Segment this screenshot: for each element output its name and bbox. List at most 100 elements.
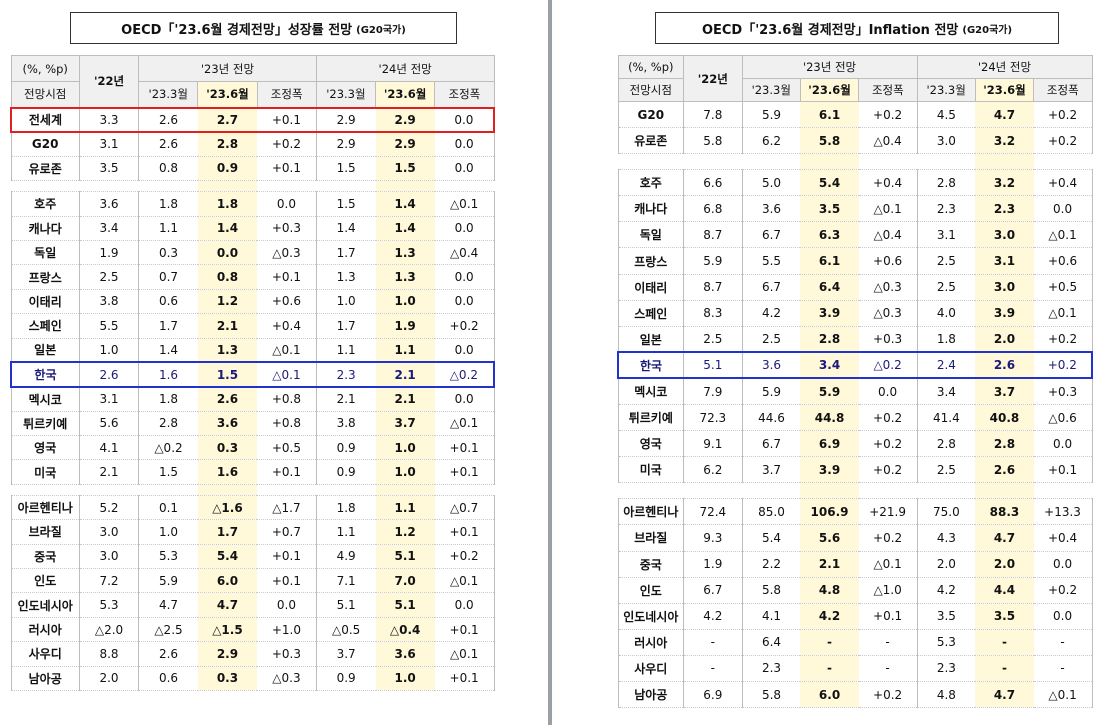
value-cell: 0.0 [257, 592, 317, 618]
value-cell: 2.5 [79, 264, 140, 290]
value-cell: +0.1 [257, 459, 317, 485]
table-row: G20 3.1 2.6 2.8 +0.2 2.9 2.9 0.0 [10, 131, 495, 157]
value-cell: 2.9 [316, 131, 376, 157]
country-name: 멕시코 [617, 377, 685, 406]
table-row: 프랑스 2.5 0.7 0.8 +0.1 1.3 1.3 0.0 [10, 264, 495, 290]
value-cell: △0.2 [434, 361, 496, 388]
value-cell: 2.8 [197, 131, 258, 157]
value-cell: 6.9 [800, 430, 859, 458]
value-cell: 2.1 [316, 386, 376, 412]
spacer-cell [975, 482, 1034, 499]
value-cell: 4.7 [975, 100, 1034, 129]
table-row: 영국 9.1 6.7 6.9 +0.2 2.8 2.8 0.0 [617, 430, 1093, 458]
value-cell: 5.4 [197, 543, 258, 570]
table-row: 캐나다 3.4 1.1 1.4 +0.3 1.4 1.4 0.0 [10, 215, 495, 241]
value-cell: +0.2 [858, 456, 918, 484]
value-cell: 7.1 [316, 568, 376, 594]
country-name: 튀르키예 [10, 410, 80, 437]
spacer-cell [742, 482, 801, 499]
inflation-title-suffix: (G20국가) [962, 24, 1013, 36]
country-name: 인도 [617, 576, 685, 604]
spacer-cell [316, 180, 376, 192]
value-cell: 1.5 [316, 191, 376, 217]
value-cell: 2.6 [975, 456, 1034, 484]
value-cell: 1.9 [375, 313, 435, 339]
spacer-cell [79, 484, 139, 496]
value-cell: 6.7 [742, 273, 801, 301]
table-row: 미국 2.1 1.5 1.6 +0.1 0.9 1.0 +0.1 [10, 459, 495, 485]
spacer-cell [683, 482, 743, 499]
value-cell: +0.2 [257, 131, 317, 157]
value-cell: 2.9 [375, 131, 435, 157]
value-cell: +0.4 [858, 169, 918, 197]
value-cell: 5.9 [138, 568, 198, 594]
value-cell: 4.8 [800, 576, 859, 604]
value-cell: △0.4 [375, 616, 435, 643]
value-cell: 1.5 [316, 155, 376, 182]
value-cell: - [1033, 628, 1093, 656]
value-cell: △0.1 [434, 191, 495, 217]
value-cell: 2.8 [138, 410, 198, 437]
value-cell: 4.7 [138, 592, 198, 618]
value-cell: 4.1 [79, 435, 140, 461]
table-row: 아르헨티나 5.2 0.1 △1.6 △1.7 1.8 1.1 △0.7 [10, 494, 495, 521]
country-name: 아르헨티나 [617, 498, 685, 526]
value-cell: +0.1 [1033, 456, 1093, 484]
spacer-cell [618, 482, 684, 499]
value-cell: 2.2 [742, 550, 801, 578]
value-cell: +0.4 [1033, 169, 1093, 197]
value-cell: 5.9 [683, 247, 743, 275]
value-cell: 3.5 [800, 195, 859, 223]
value-cell: +0.1 [434, 665, 495, 691]
value-cell: 5.0 [742, 169, 801, 197]
country-name: 독일 [617, 221, 685, 249]
table-row: 인도네시아 5.3 4.7 4.7 0.0 5.1 5.1 0.0 [10, 592, 495, 618]
value-cell: △0.3 [858, 273, 918, 301]
value-cell: 2.1 [79, 459, 140, 485]
value-cell: +0.2 [434, 543, 495, 570]
country-name: 캐나다 [10, 215, 80, 241]
value-cell: 5.1 [375, 543, 435, 570]
spacer-cell [257, 484, 317, 496]
value-cell: 6.7 [742, 430, 801, 458]
value-cell: 3.0 [975, 273, 1034, 301]
value-cell: 0.0 [257, 191, 317, 217]
table-row: 남아공 6.9 5.8 6.0 +0.2 4.8 4.7 △0.1 [617, 680, 1093, 709]
value-cell: 1.1 [375, 337, 435, 363]
value-cell: 5.8 [683, 127, 743, 155]
forecast-2024-header: '24년 전망 [916, 55, 1093, 79]
country-name: 브라질 [10, 519, 80, 545]
spacer-cell [375, 180, 435, 192]
spacer-cell [742, 153, 801, 170]
value-cell: 8.7 [683, 273, 743, 301]
value-cell: +0.1 [257, 568, 317, 594]
value-cell: 4.1 [742, 602, 801, 630]
value-cell: 5.9 [742, 100, 801, 129]
value-cell: 0.0 [434, 155, 495, 182]
spacer-cell [11, 484, 80, 496]
value-cell: 1.0 [375, 665, 435, 691]
value-cell: 1.3 [375, 239, 435, 266]
value-cell: 2.5 [683, 325, 743, 353]
value-cell: 7.2 [79, 568, 140, 594]
table-row: 전세계 3.3 2.6 2.7 +0.1 2.9 2.9 0.0 [9, 106, 496, 133]
table-row: 중국 3.0 5.3 5.4 +0.1 4.9 5.1 +0.2 [10, 543, 495, 570]
value-cell: - [800, 628, 859, 656]
value-cell: 2.7 [197, 106, 258, 133]
unit-label: (%, %p) [10, 55, 80, 82]
value-cell: 3.3 [79, 106, 140, 133]
spacer-cell [197, 484, 258, 496]
value-cell: 0.0 [1033, 550, 1093, 578]
value-cell: 5.8 [800, 127, 859, 155]
value-cell: △0.1 [858, 550, 918, 578]
country-name: 러시아 [617, 628, 685, 656]
value-cell: 0.9 [197, 155, 258, 182]
value-cell: 5.4 [742, 524, 801, 552]
value-cell: 1.7 [138, 313, 198, 339]
spacer-cell [434, 180, 494, 192]
value-cell: 2.0 [975, 325, 1034, 353]
country-name: 프랑스 [617, 247, 685, 275]
value-cell: 2.3 [917, 195, 976, 223]
table-row: 영국 4.1 △0.2 0.3 +0.5 0.9 1.0 +0.1 [10, 435, 495, 461]
value-cell: +0.1 [434, 519, 495, 545]
